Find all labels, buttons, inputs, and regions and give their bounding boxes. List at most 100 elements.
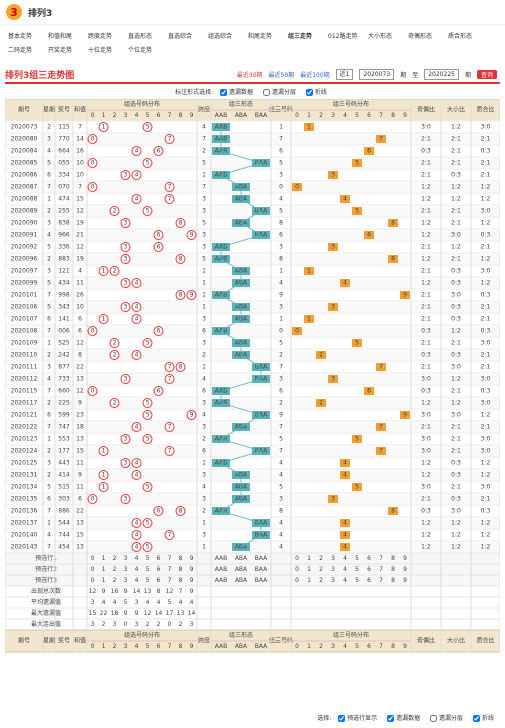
header-digit: 7 xyxy=(379,643,383,650)
nav-link[interactable]: 和值和尾 xyxy=(48,33,73,40)
stat-value: 5 xyxy=(168,599,172,606)
number: 770 xyxy=(58,136,70,143)
nav-link[interactable]: 跨度走势 xyxy=(88,33,113,40)
checkbox[interactable] xyxy=(338,715,346,722)
header-digit: 8 xyxy=(179,643,183,650)
period: 2020123 xyxy=(11,436,38,443)
pair-box xyxy=(376,363,386,371)
to-input[interactable]: 2020225 xyxy=(424,68,459,80)
number: 474 xyxy=(58,196,70,203)
digit-ball xyxy=(142,518,153,528)
big-small: 2:1 xyxy=(451,484,461,491)
header-group: 组选号码分布 xyxy=(124,100,160,108)
nav-link[interactable]: 直选综合 xyxy=(168,33,193,40)
digit-ball xyxy=(153,230,164,240)
sum: 15 xyxy=(76,448,84,455)
digit-ball xyxy=(142,206,153,216)
select[interactable]: 近1 xyxy=(335,68,354,80)
pair-text: 4 xyxy=(343,280,347,287)
period: 2020143 xyxy=(11,544,38,551)
checkbox[interactable] xyxy=(220,89,228,96)
option[interactable]: 遗漏数据 xyxy=(385,715,420,722)
week: 1 xyxy=(47,340,51,347)
checkbox[interactable] xyxy=(305,89,313,96)
form-text: ABA xyxy=(235,268,248,275)
preselect-digit: 4 xyxy=(343,555,347,562)
option[interactable]: 遗漏分层 xyxy=(261,89,296,96)
digit-ball-text: 6 xyxy=(157,232,161,239)
header-digit: 9 xyxy=(190,643,194,650)
checkbox[interactable] xyxy=(387,715,395,722)
nav-link[interactable]: 直选形态 xyxy=(128,33,153,40)
nav-link[interactable]: 开奖走势 xyxy=(48,47,73,54)
number: 177 xyxy=(58,448,70,455)
nav-link[interactable]: 基本走势 xyxy=(8,33,33,40)
option-text: 遗漏数据 xyxy=(396,715,421,722)
query-button[interactable]: 查询 xyxy=(476,69,497,79)
sum: 6 xyxy=(78,328,82,335)
option[interactable]: 折线 xyxy=(471,715,494,722)
pair: 6 xyxy=(279,148,283,155)
digit-ball-text: 5 xyxy=(146,160,150,167)
checkbox[interactable] xyxy=(262,89,270,96)
stat-value: 12 xyxy=(89,588,97,595)
digit-ball-text: 0 xyxy=(91,136,95,143)
preselect-digit: 9 xyxy=(403,577,407,584)
recent-link[interactable]: 最近50期 xyxy=(268,71,295,79)
week: 7 xyxy=(47,424,51,431)
week: 2 xyxy=(47,400,51,407)
nav-link[interactable]: 组选综合 xyxy=(208,33,233,40)
span: 7 xyxy=(202,184,206,191)
pair: 3 xyxy=(279,496,283,503)
option[interactable]: 折线 xyxy=(304,89,327,96)
preselect-digit: 2 xyxy=(319,577,323,584)
digit-ball-text: 4 xyxy=(135,148,139,155)
from-input[interactable]: 2020073 xyxy=(359,68,395,80)
digit-ball xyxy=(120,434,131,444)
option[interactable]: 预选行显示 xyxy=(336,715,377,722)
nav-link[interactable]: 个位走势 xyxy=(128,47,153,54)
nav-link[interactable]: 奇偶形态 xyxy=(408,33,433,40)
option[interactable]: 遗漏数据 xyxy=(218,89,253,96)
prime-ratio: 3:0 xyxy=(481,448,491,455)
digit-ball xyxy=(142,398,153,408)
header-digit: 4 xyxy=(135,643,139,650)
number: 553 xyxy=(58,436,70,443)
stat-label: 平均遗漏值 xyxy=(31,598,61,606)
header-cell: 星期 xyxy=(43,637,55,645)
digit-ball xyxy=(186,290,197,300)
pair-box xyxy=(316,351,326,359)
header-cell: 期号 xyxy=(18,106,30,114)
nav-link[interactable]: 十位走势 xyxy=(88,47,113,54)
nav-link[interactable]: 012路走势 xyxy=(328,33,358,40)
prime-ratio: 0:3 xyxy=(481,148,491,155)
pair-box xyxy=(352,159,362,167)
digit-ball xyxy=(164,182,175,192)
digit-ball xyxy=(109,266,120,276)
preselect-digit: 4 xyxy=(343,577,347,584)
preselect-digit: 6 xyxy=(367,577,371,584)
span: 2 xyxy=(202,148,206,155)
recent-link[interactable]: 最近30期 xyxy=(236,71,263,79)
nav-link[interactable]: 大小形态 xyxy=(368,33,393,40)
nav-link[interactable]: 质合形态 xyxy=(448,33,473,40)
preselect-digit: 0 xyxy=(295,555,299,562)
prime-ratio: 2:1 xyxy=(481,160,491,167)
preselect-digit: 3 xyxy=(331,566,335,573)
option[interactable]: 遗漏分层 xyxy=(428,715,463,722)
digit-ball xyxy=(87,494,98,504)
nav-link[interactable]: 和尾走势 xyxy=(248,33,273,40)
big-small: 2:1 xyxy=(451,148,461,155)
nav-link[interactable]: 组三走势 xyxy=(288,33,313,40)
nav-link[interactable]: 二码走势 xyxy=(8,47,33,54)
digit-ball-text: 3 xyxy=(124,280,128,287)
checkbox[interactable] xyxy=(472,715,480,722)
digit-ball-text: 5 xyxy=(146,124,150,131)
preselect-label: 预选行1 xyxy=(35,554,57,562)
number: 525 xyxy=(58,340,70,347)
preselect-digit: 0 xyxy=(91,566,95,573)
recent-link[interactable]: 最近100期 xyxy=(300,71,330,79)
unit: 期 xyxy=(400,71,407,79)
checkbox[interactable] xyxy=(430,715,438,722)
